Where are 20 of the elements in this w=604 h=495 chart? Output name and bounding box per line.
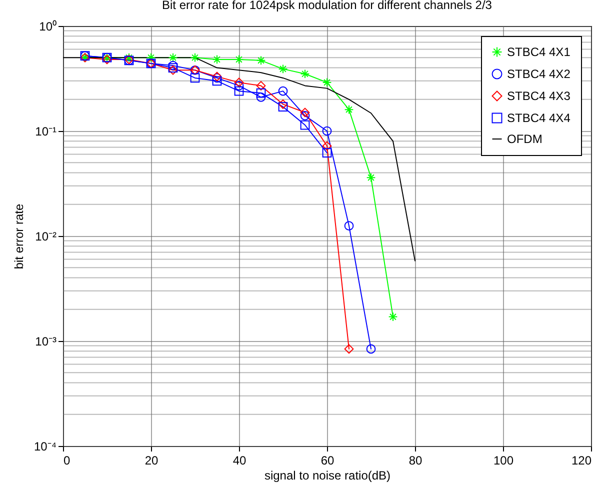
y-tick-label: 10⁻³ (35, 334, 57, 348)
x-axis-title: signal to noise ratio(dB) (264, 468, 391, 482)
y-tick-label: 10⁻² (35, 230, 57, 244)
x-tick-label: 80 (408, 454, 422, 468)
y-tick-label: 10⁰ (39, 20, 56, 34)
y-tick-label: 10⁻¹ (35, 124, 57, 138)
x-tick-label: 0 (64, 454, 70, 468)
y-tick-label: 10⁻⁴ (34, 440, 56, 454)
x-tick-label: 60 (320, 454, 334, 468)
x-tick-label: 120 (571, 454, 592, 468)
x-tick-label: 40 (232, 454, 246, 468)
x-tick-label: 100 (493, 454, 514, 468)
x-tick-label: 20 (144, 454, 158, 468)
legend-label: OFDM (507, 132, 542, 146)
legend-label: STBC4 4X4 (507, 111, 571, 125)
chart-title: Bit error rate for 1024psk modulation for different channels 2/3 (162, 0, 492, 12)
legend-label: STBC4 4X3 (507, 89, 571, 103)
legend-label: STBC4 4X1 (507, 45, 571, 59)
y-axis-title: bit error rate (12, 204, 26, 270)
legend-label: STBC4 4X2 (507, 67, 571, 81)
